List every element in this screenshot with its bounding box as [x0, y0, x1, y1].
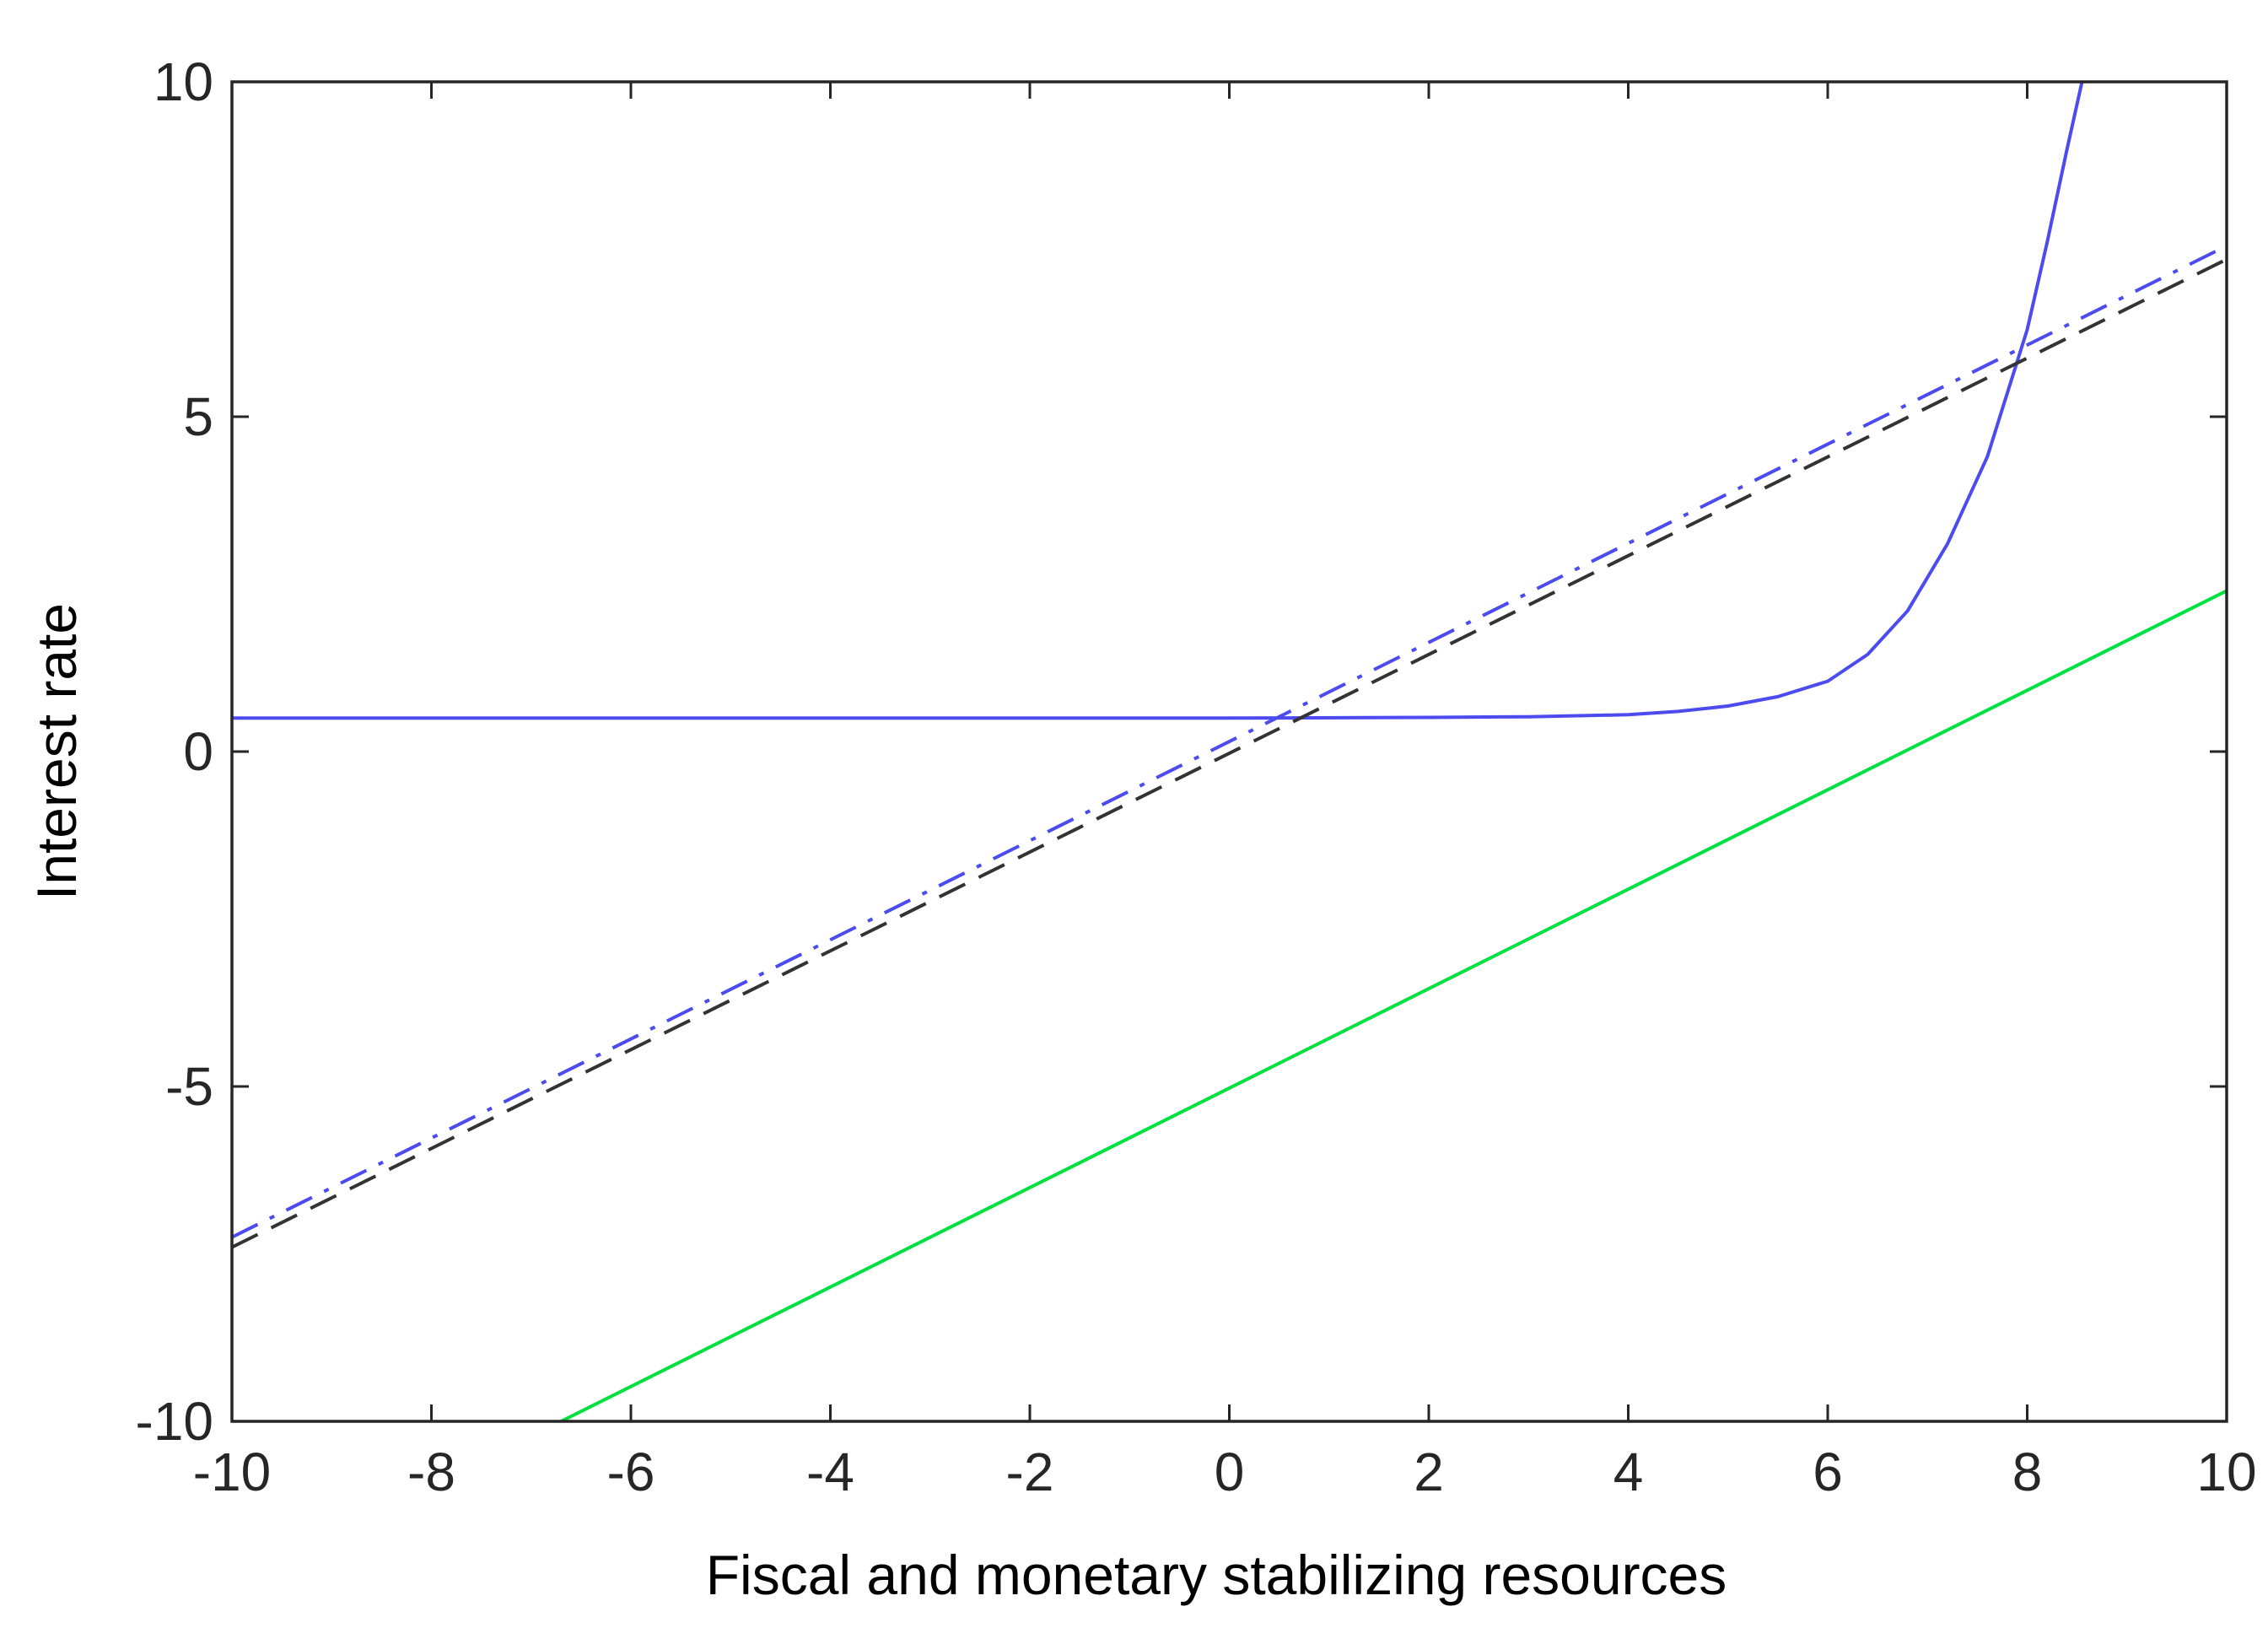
x-tick-label: -4 — [806, 1442, 854, 1502]
y-tick-label: 0 — [183, 721, 213, 782]
tick-label-layer: -10 -8 -6 -4 -2 0 2 4 6 8 10 -10 -5 0 5 10 — [136, 51, 2257, 1502]
x-tick-label: -8 — [407, 1442, 455, 1502]
x-tick-label: 0 — [1215, 1442, 1245, 1502]
x-axis-label: Fiscal and monetary stabilizing resource… — [706, 1544, 1727, 1606]
y-tick-label: 5 — [183, 386, 213, 447]
series-line-3 — [232, 257, 2227, 1249]
x-tick-label: -2 — [1006, 1442, 1054, 1502]
x-tick-label: 8 — [2012, 1442, 2043, 1502]
y-tick-label: -10 — [136, 1391, 214, 1452]
plot-frame — [230, 80, 2228, 1423]
x-tick-label: 2 — [1414, 1442, 1444, 1502]
series-line-1 — [232, 82, 2084, 720]
series-line-2 — [232, 244, 2227, 1239]
x-tick-label: 4 — [1613, 1442, 1644, 1502]
y-tick-label: -5 — [165, 1056, 213, 1117]
series-line-4 — [560, 589, 2227, 1421]
x-tick-label: -6 — [607, 1442, 655, 1502]
x-tick-label: -10 — [193, 1442, 272, 1502]
y-tick-label: 10 — [154, 51, 213, 112]
series-layer — [232, 82, 2227, 1421]
x-tick-label: 10 — [2196, 1442, 2256, 1502]
x-tick-label: 6 — [1813, 1442, 1843, 1502]
y-axis-label: Interest rate — [25, 603, 88, 900]
